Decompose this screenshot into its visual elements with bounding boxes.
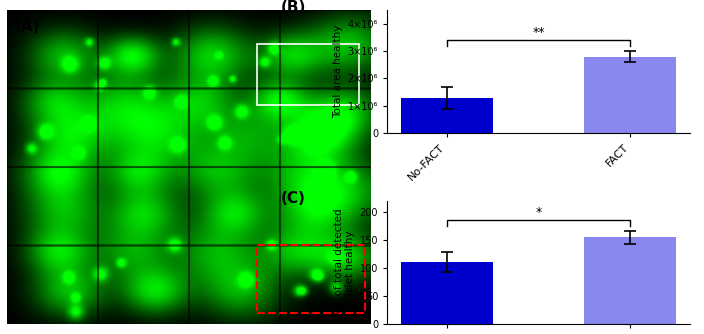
Bar xyxy=(584,56,676,133)
Bar xyxy=(401,98,493,133)
Bar xyxy=(401,263,493,324)
Y-axis label: Total area healthy: Total area healthy xyxy=(334,25,344,118)
Text: (A): (A) xyxy=(14,19,40,34)
Text: *: * xyxy=(535,206,541,219)
Text: (C): (C) xyxy=(281,191,306,206)
Text: **: ** xyxy=(532,26,545,39)
Y-axis label: No. of total detected
islet healthy: No. of total detected islet healthy xyxy=(334,209,356,316)
Bar xyxy=(257,245,365,313)
Text: (B): (B) xyxy=(281,0,306,15)
Bar xyxy=(257,44,359,105)
Bar xyxy=(584,237,676,324)
